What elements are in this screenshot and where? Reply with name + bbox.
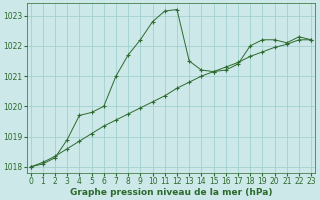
X-axis label: Graphe pression niveau de la mer (hPa): Graphe pression niveau de la mer (hPa) <box>70 188 272 197</box>
